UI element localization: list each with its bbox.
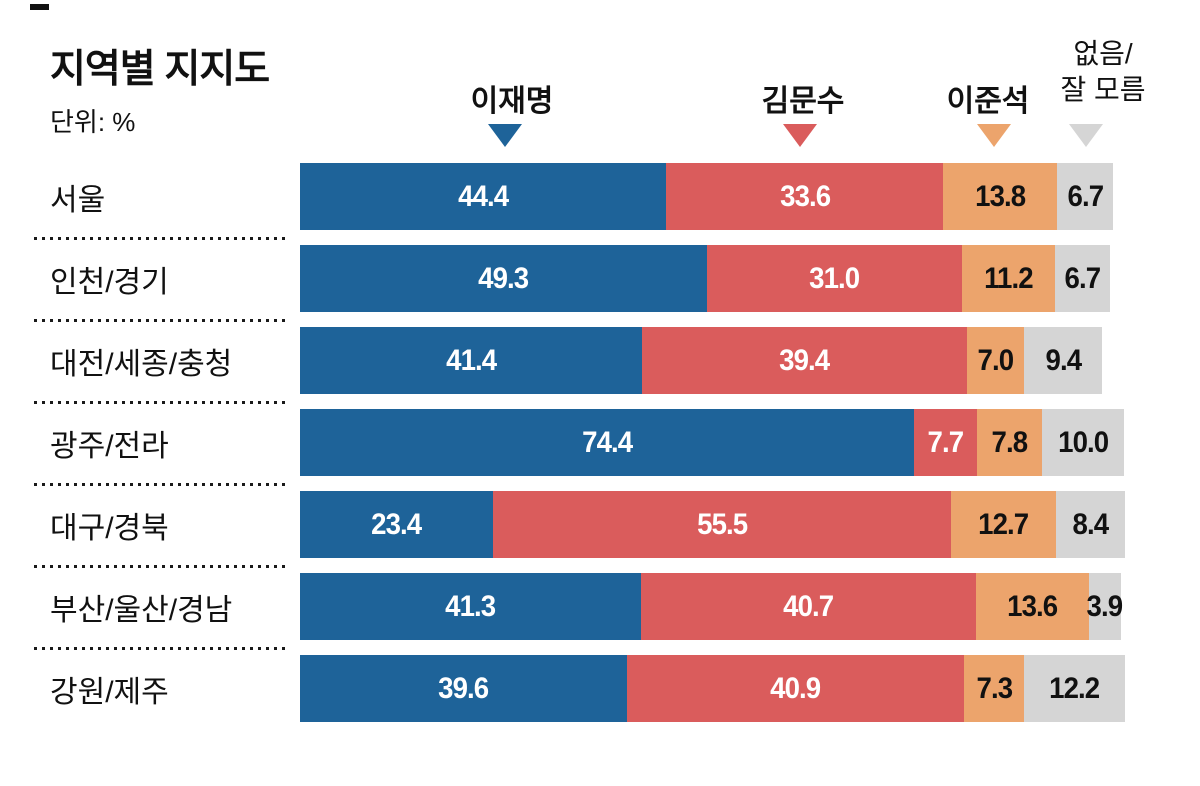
region-label: 인천/경기 <box>50 265 169 299</box>
legend-label-kim-moon-soo: 김문수 <box>761 85 845 118</box>
bar-value-lee-jae-myung: 41.3 <box>445 589 496 623</box>
top-tick-mark <box>30 4 49 10</box>
bar-row: 41.3 40.7 13.6 3.9 <box>300 573 1124 640</box>
bar-segment-lee-jae-myung: 44.4 <box>300 163 667 230</box>
bar-value-none-dont-know: 10.0 <box>1057 425 1109 459</box>
bar-value-lee-jun-seok: 13.8 <box>975 179 1026 213</box>
bar-segment-none-dont-know: 10.0 <box>1041 409 1125 476</box>
bar-value-none-dont-know: 9.4 <box>1045 343 1082 377</box>
bar-value-lee-jun-seok: 7.0 <box>977 343 1015 377</box>
bar-row: 49.3 31.0 11.2 6.7 <box>300 245 1111 312</box>
bar-value-none-dont-know: 6.7 <box>1067 179 1104 213</box>
legend-label-lee-jun-seok: 이준석 <box>946 85 1030 118</box>
bar-segment-none-dont-know: 9.4 <box>1024 327 1102 394</box>
bar-value-lee-jae-myung: 41.4 <box>445 343 497 377</box>
bar-segment-lee-jun-seok: 7.0 <box>966 327 1025 394</box>
bar-segment-kim-moon-soo: 55.5 <box>493 491 951 558</box>
row-separator-dotted <box>34 483 286 486</box>
bar-value-none-dont-know: 6.7 <box>1064 261 1102 295</box>
bar-value-lee-jun-seok: 12.7 <box>978 507 1029 541</box>
region-label: 대전/세종/충청 <box>50 347 233 381</box>
bar-value-kim-moon-soo: 31.0 <box>809 261 861 295</box>
unit-label: 단위: % <box>50 107 136 137</box>
bar-segment-lee-jae-myung: 39.6 <box>300 655 627 722</box>
bar-segment-kim-moon-soo: 39.4 <box>641 327 967 394</box>
bar-value-kim-moon-soo: 39.4 <box>779 343 830 377</box>
bar-row: 39.6 40.9 7.3 12.2 <box>300 655 1125 722</box>
bar-value-lee-jun-seok: 13.6 <box>1007 589 1059 623</box>
bar-value-kim-moon-soo: 33.6 <box>779 179 831 213</box>
bar-segment-none-dont-know: 6.7 <box>1057 163 1113 230</box>
region-label: 강원/제주 <box>50 675 169 709</box>
legend-triangle-kim-moon-soo-icon <box>783 124 817 147</box>
bar-segment-lee-jun-seok: 12.7 <box>950 491 1056 558</box>
row-separator-dotted <box>34 237 286 240</box>
bar-row: 74.4 7.7 7.8 10.0 <box>300 409 1125 476</box>
bar-value-kim-moon-soo: 40.7 <box>783 589 835 623</box>
bar-row: 41.4 39.4 7.0 9.4 <box>300 327 1102 394</box>
bar-value-none-dont-know: 12.2 <box>1049 671 1101 705</box>
legend-label-none-line1: 없음/ <box>1073 38 1133 69</box>
row-separator-dotted <box>34 647 286 650</box>
bar-value-lee-jun-seok: 7.8 <box>991 425 1029 459</box>
legend-label-none-line2: 잘 모름 <box>1060 74 1146 105</box>
bar-value-lee-jae-myung: 23.4 <box>371 507 423 541</box>
bar-segment-kim-moon-soo: 40.7 <box>640 573 977 640</box>
legend-triangle-none-dont-know-icon <box>1069 124 1103 147</box>
bar-segment-lee-jun-seok: 11.2 <box>962 245 1055 312</box>
bar-segment-none-dont-know: 3.9 <box>1086 573 1124 640</box>
legend-label-lee-jae-myung: 이재명 <box>470 85 554 118</box>
bar-segment-lee-jae-myung: 41.3 <box>300 573 641 640</box>
bar-segment-lee-jae-myung: 74.4 <box>300 409 914 476</box>
region-label: 광주/전라 <box>50 429 169 463</box>
row-separator-dotted <box>34 565 286 568</box>
bar-segment-lee-jun-seok: 13.6 <box>976 573 1089 640</box>
legend-label-none-dont-know: 없음/ 잘 모름 <box>1060 36 1145 108</box>
bar-value-lee-jae-myung: 39.6 <box>438 671 489 705</box>
bar-segment-kim-moon-soo: 7.7 <box>913 409 978 476</box>
bar-value-none-dont-know: 8.4 <box>1072 507 1110 541</box>
bar-value-lee-jun-seok: 7.3 <box>976 671 1013 705</box>
bar-segment-lee-jae-myung: 23.4 <box>300 491 494 558</box>
bar-segment-none-dont-know: 12.2 <box>1024 655 1125 722</box>
bar-segment-kim-moon-soo: 33.6 <box>666 163 944 230</box>
bar-value-lee-jae-myung: 44.4 <box>458 179 509 213</box>
bar-row: 44.4 33.6 13.8 6.7 <box>300 163 1113 230</box>
bar-segment-lee-jun-seok: 13.8 <box>943 163 1058 230</box>
bar-value-none-dont-know: 3.9 <box>1086 589 1124 623</box>
bar-segment-kim-moon-soo: 31.0 <box>706 245 963 312</box>
row-separator-dotted <box>34 319 286 322</box>
region-label: 대구/경북 <box>50 511 169 545</box>
region-label: 부산/울산/경남 <box>50 593 233 627</box>
region-label: 서울 <box>50 183 106 217</box>
bar-segment-none-dont-know: 8.4 <box>1055 491 1125 558</box>
bar-segment-none-dont-know: 6.7 <box>1054 245 1111 312</box>
bar-segment-kim-moon-soo: 40.9 <box>626 655 965 722</box>
bar-segment-lee-jae-myung: 41.4 <box>300 327 642 394</box>
bar-value-kim-moon-soo: 40.9 <box>770 671 821 705</box>
bar-value-kim-moon-soo: 55.5 <box>696 507 748 541</box>
bar-value-lee-jae-myung: 49.3 <box>478 261 529 295</box>
legend-triangle-lee-jun-seok-icon <box>977 124 1011 147</box>
page-title: 지역별 지지도 <box>50 48 270 91</box>
bar-row: 23.4 55.5 12.7 8.4 <box>300 491 1125 558</box>
bar-segment-lee-jun-seok: 7.3 <box>964 655 1025 722</box>
row-separator-dotted <box>34 401 286 404</box>
bar-value-lee-jun-seok: 11.2 <box>984 261 1033 295</box>
bar-value-lee-jae-myung: 74.4 <box>581 425 633 459</box>
bar-segment-lee-jun-seok: 7.8 <box>977 409 1042 476</box>
bar-segment-lee-jae-myung: 49.3 <box>300 245 707 312</box>
bar-value-kim-moon-soo: 7.7 <box>927 425 965 459</box>
legend-triangle-lee-jae-myung-icon <box>488 124 522 147</box>
